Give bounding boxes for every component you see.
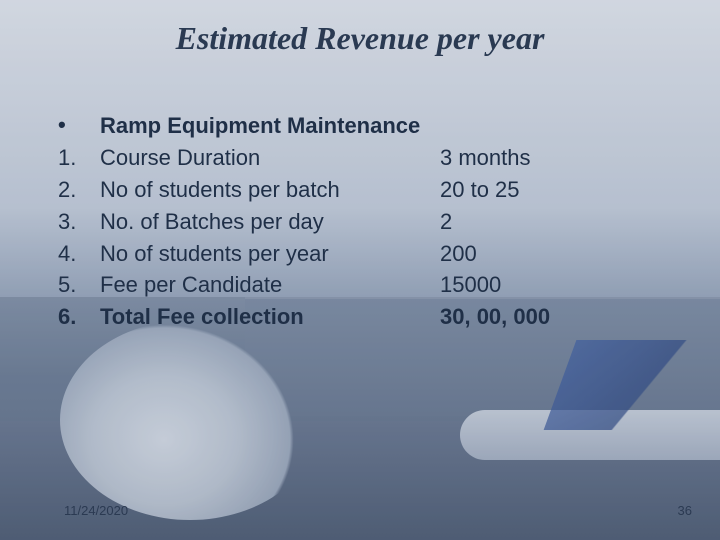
item-marker: 1. [58, 142, 100, 174]
item-value: 200 [440, 238, 680, 270]
item-marker: 5. [58, 269, 100, 301]
item-label: No of students per batch [100, 174, 440, 206]
heading-label: Ramp Equipment Maintenance [100, 110, 440, 142]
list-item: 4. No of students per year 200 [58, 238, 680, 270]
list-item-total: 6. Total Fee collection 30, 00, 000 [58, 301, 680, 333]
content: • Ramp Equipment Maintenance 1. Course D… [58, 110, 680, 333]
bullet-icon: • [58, 114, 66, 136]
item-label: No of students per year [100, 238, 440, 270]
list-item: 3. No. of Batches per day 2 [58, 206, 680, 238]
item-label: Fee per Candidate [100, 269, 440, 301]
item-label: Course Duration [100, 142, 440, 174]
item-marker: 3. [58, 206, 100, 238]
footer-date: 11/24/2020 [64, 503, 128, 518]
slide-title: Estimated Revenue per year [0, 20, 720, 57]
list-item: 5. Fee per Candidate 15000 [58, 269, 680, 301]
list-item: 1. Course Duration 3 months [58, 142, 680, 174]
item-marker: 4. [58, 238, 100, 270]
item-value: 3 months [440, 142, 680, 174]
item-value: 30, 00, 000 [440, 301, 680, 333]
item-value: 20 to 25 [440, 174, 680, 206]
heading-marker: • [58, 110, 100, 142]
item-value: 15000 [440, 269, 680, 301]
footer-page-number: 36 [678, 503, 692, 518]
item-label: No. of Batches per day [100, 206, 440, 238]
heading-row: • Ramp Equipment Maintenance [58, 110, 680, 142]
item-value: 2 [440, 206, 680, 238]
list-item: 2. No of students per batch 20 to 25 [58, 174, 680, 206]
item-marker: 6. [58, 301, 100, 333]
item-marker: 2. [58, 174, 100, 206]
slide: Estimated Revenue per year • Ramp Equipm… [0, 0, 720, 540]
item-label: Total Fee collection [100, 301, 440, 333]
